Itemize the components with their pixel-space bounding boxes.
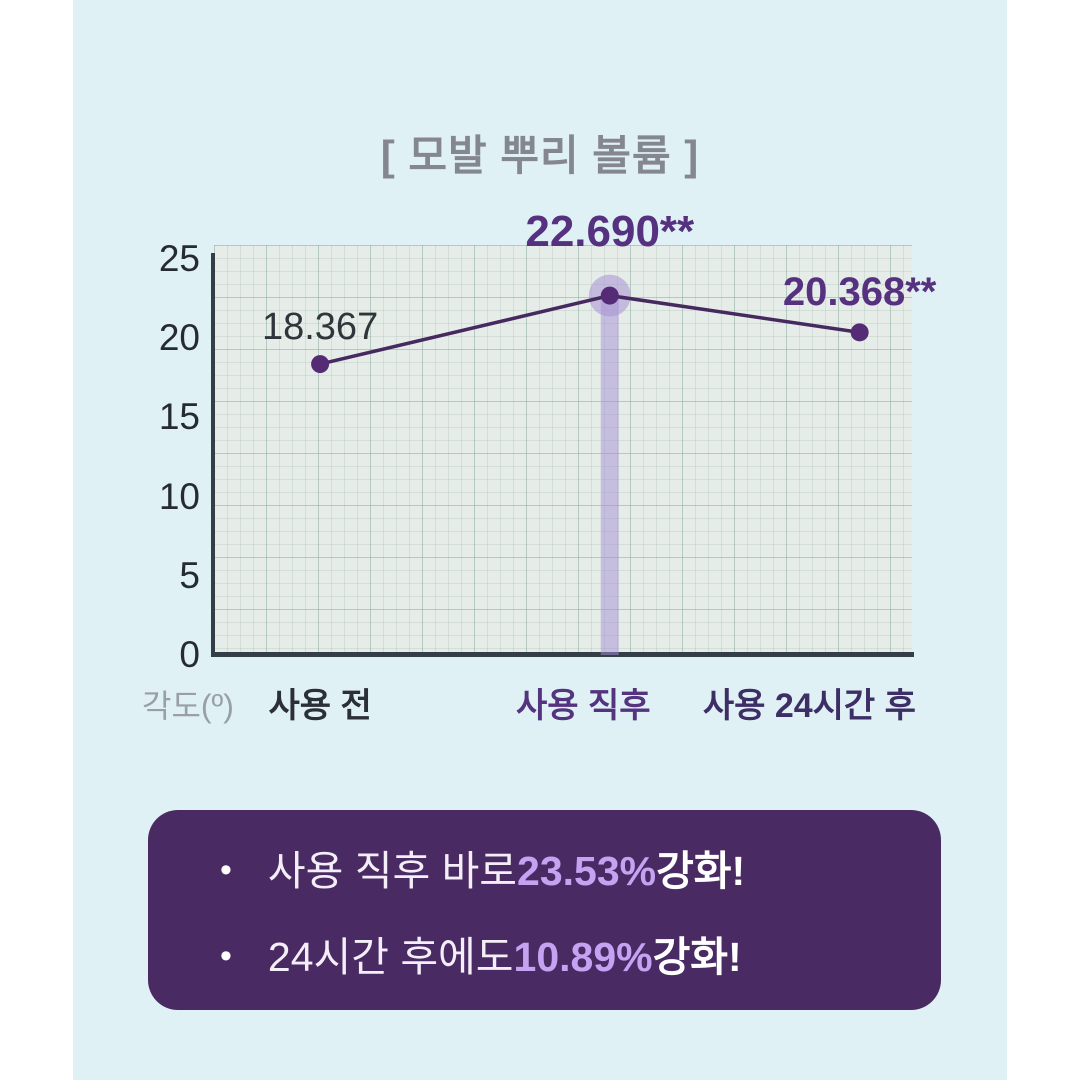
y-tick-label: 20 [158,317,200,359]
summary-line: • 사용 직후 바로 23.53% 강화! [220,837,745,897]
point-value-label: 20.368** [782,270,937,315]
plot-area [214,245,912,655]
x-category-label: 사용 전 [268,687,372,725]
line-chart-canvas [311,274,869,655]
summary-text: 24시간 후에도 [267,934,514,980]
summary-line: • 24시간 후에도 10.89% 강화! [220,923,745,983]
y-axis-line [211,253,215,657]
data-point [600,286,619,305]
summary-box: • 사용 직후 바로 23.53% 강화! • 24시간 후에도 10.89% 강화! [148,810,941,1010]
y-axis-unit-label: 각도(º) [142,688,234,724]
x-category-label: 사용 24시간 후 [702,687,916,725]
summary-percentage: 23.53% [517,848,657,894]
summary-emphasis: 강화! [652,934,742,980]
data-point [850,323,869,342]
y-tick-label: 0 [179,634,200,675]
summary-text: 사용 직후 바로 [267,848,518,894]
y-tick-label: 5 [179,554,200,596]
x-axis-line [211,652,914,657]
point-value-label: 18.367 [261,306,379,349]
data-point [311,355,330,374]
summary-percentage: 10.89% [513,934,653,980]
point-value-label: 22.690** [525,206,695,256]
summary-list: • 사용 직후 바로 23.53% 강화! • 24시간 후에도 10.89% 강화! [220,837,745,983]
summary-emphasis: 강화! [656,848,746,894]
y-tick-label: 25 [158,238,200,279]
chart-title: [ 모발 뿌리 볼륨 ] [380,132,700,179]
bullet-icon: • [220,937,232,975]
bullet-icon: • [220,851,232,889]
data-line [319,293,860,366]
x-category-label: 사용 직후 [515,687,651,725]
y-tick-label: 10 [158,475,200,517]
highlight-bar [600,295,619,655]
y-tick-label: 15 [158,396,200,438]
